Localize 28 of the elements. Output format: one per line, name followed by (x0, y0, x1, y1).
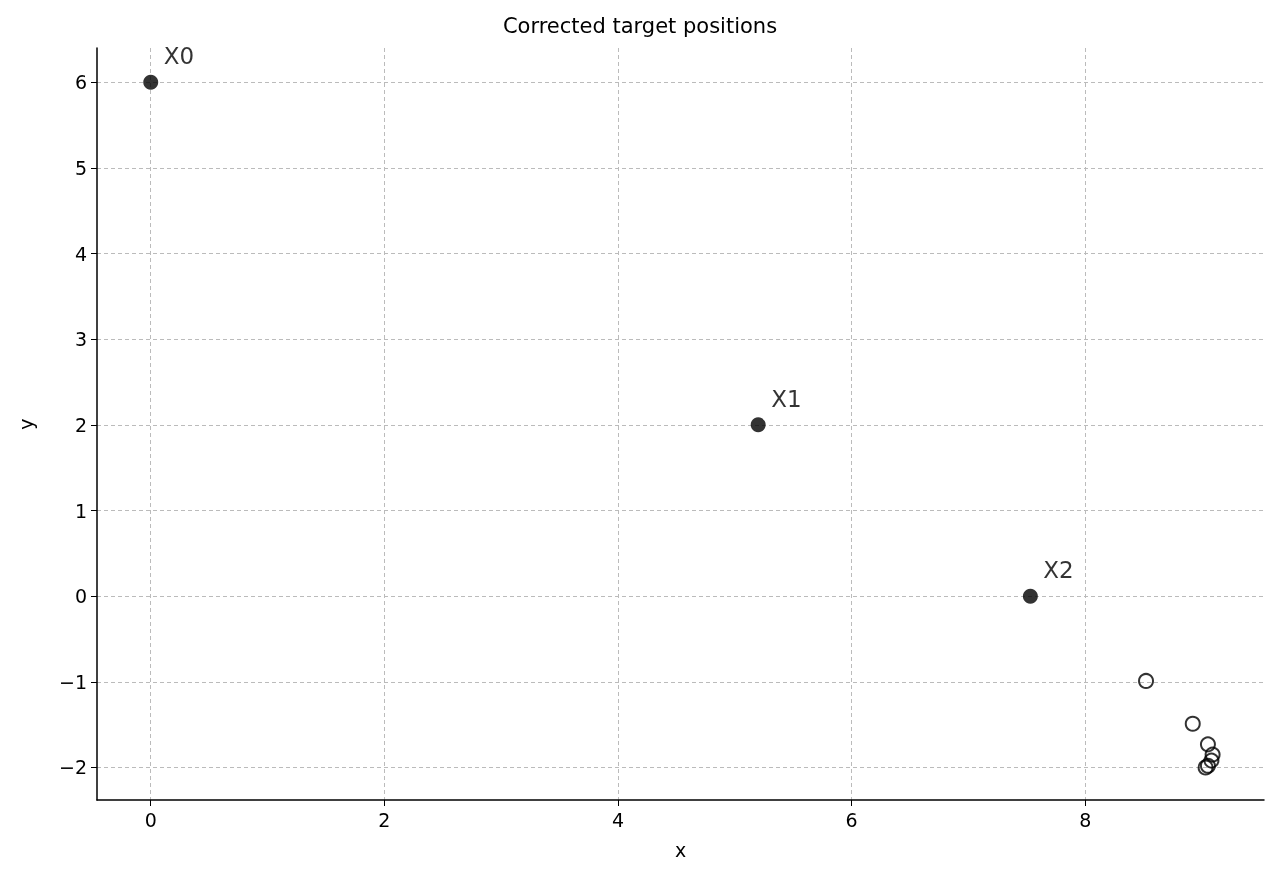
y-tick-label: 2 (74, 413, 87, 436)
y-tick-label: −2 (58, 756, 87, 779)
x-tick-label: 6 (845, 808, 858, 831)
y-tick-label: 0 (74, 585, 87, 608)
y-tick-label: 3 (74, 328, 87, 351)
chart-title: Corrected target positions (502, 13, 778, 38)
point (1138, 672, 1155, 689)
point (750, 417, 766, 433)
x-tick-label: 8 (1079, 808, 1092, 831)
y-axis-title: y (14, 418, 37, 430)
point (1203, 752, 1220, 769)
y-tick-label: 1 (74, 499, 87, 522)
annotation: X1 (771, 385, 802, 412)
y-tick-label: −1 (58, 670, 87, 693)
point (1022, 588, 1038, 604)
annotation: X2 (1043, 557, 1074, 584)
point (143, 74, 159, 90)
annotation: X0 (163, 43, 195, 70)
x-tick-label: 4 (611, 808, 625, 831)
x-tick-label: 2 (378, 808, 391, 831)
y-tick-label: 5 (74, 156, 87, 179)
x-axis-title: x (674, 838, 687, 861)
point (1204, 746, 1221, 763)
x-tick-label: 0 (144, 808, 157, 831)
point (1184, 715, 1201, 732)
y-tick-label: 4 (74, 242, 87, 265)
point (1199, 736, 1216, 753)
y-tick-label: 6 (74, 71, 87, 94)
